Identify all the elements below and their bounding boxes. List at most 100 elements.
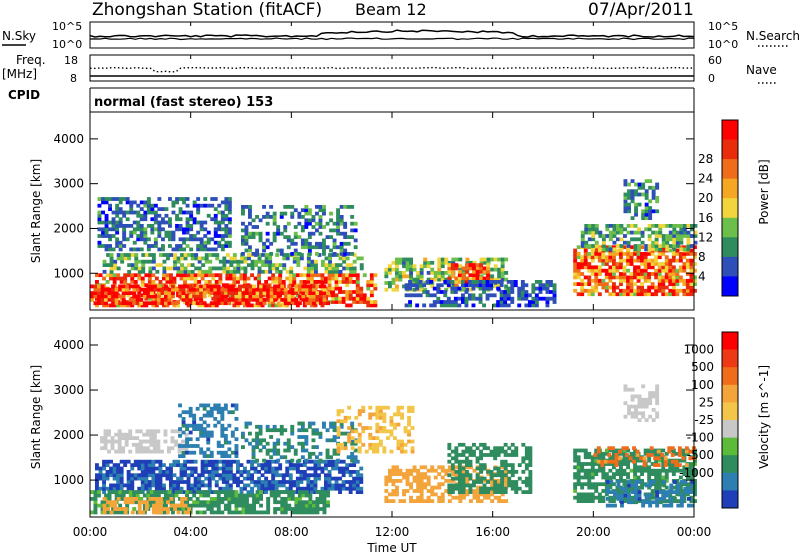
power-cell — [199, 220, 204, 225]
power-cell — [661, 262, 666, 266]
power-cell — [636, 285, 641, 290]
power-cell — [608, 224, 613, 228]
power-cell — [619, 255, 623, 260]
power-cell — [151, 266, 156, 271]
velocity-cell — [507, 483, 512, 488]
power-cell — [475, 269, 480, 274]
power-cell — [411, 283, 416, 288]
velocity-cell — [583, 451, 588, 456]
power-cell — [409, 264, 413, 269]
power-cell — [545, 296, 550, 301]
power-cell — [336, 211, 340, 216]
power-cell — [352, 300, 357, 304]
power-cell — [111, 227, 116, 232]
velocity-cell — [313, 486, 318, 491]
velocity-cell — [341, 466, 346, 471]
power-cell — [341, 290, 346, 294]
power-cell — [146, 207, 151, 211]
power-cell — [276, 294, 281, 299]
velocity-cell — [123, 483, 128, 488]
velocity-cell — [312, 510, 316, 515]
power-cell — [432, 303, 437, 308]
velocity-cell — [454, 472, 459, 476]
velocity-cell — [278, 466, 283, 471]
power-cell — [622, 265, 627, 270]
power-cell — [339, 252, 344, 256]
power-cell — [527, 293, 532, 298]
power-cell — [629, 258, 634, 263]
power-cell — [362, 296, 367, 301]
velocity-cell — [496, 473, 501, 478]
velocity-cell — [311, 445, 316, 449]
velocity-cell — [378, 426, 383, 430]
power-cell — [150, 244, 155, 248]
velocity-cell — [149, 503, 154, 508]
power-cell — [623, 227, 627, 232]
velocity-cell — [295, 483, 300, 488]
velocity-cell — [267, 483, 272, 488]
power-cell — [534, 303, 539, 308]
power-cell — [123, 256, 128, 261]
power-cell — [275, 269, 280, 274]
power-cell — [369, 300, 374, 304]
velocity-cell — [461, 490, 466, 494]
velocity-cell — [341, 486, 346, 491]
velocity-cell — [178, 490, 182, 494]
power-cell — [215, 256, 220, 261]
velocity-cell — [265, 428, 270, 433]
velocity-cell — [227, 410, 232, 415]
velocity-cell — [615, 448, 620, 453]
power-cell — [189, 247, 194, 252]
power-cell — [225, 276, 230, 281]
power-cell — [633, 275, 637, 280]
velocity-cell — [195, 406, 200, 411]
power-cell — [658, 224, 663, 228]
velocity-cell — [255, 438, 259, 443]
velocity-cell — [220, 423, 225, 428]
power-cell — [633, 272, 637, 276]
power-cell — [286, 245, 291, 250]
power-cell — [678, 245, 683, 250]
velocity-cell — [228, 463, 233, 467]
velocity-cell — [106, 507, 110, 511]
power-cell — [97, 217, 102, 222]
velocity-cell — [140, 480, 145, 484]
velocity-cell — [142, 449, 147, 454]
velocity-cell — [461, 480, 466, 484]
power-cell — [665, 224, 670, 228]
power-cell — [97, 220, 102, 225]
power-cell — [658, 244, 663, 248]
power-cell — [165, 286, 170, 291]
power-cell — [178, 237, 183, 242]
power-cell — [265, 238, 270, 243]
velocity-cell — [336, 442, 341, 447]
velocity-cell — [457, 473, 462, 478]
velocity-cell — [528, 486, 533, 491]
power-cell — [450, 263, 455, 267]
velocity-cell — [310, 466, 314, 471]
power-cell — [257, 276, 261, 281]
velocity-cell — [403, 429, 408, 434]
power-cell — [668, 292, 673, 297]
velocity-cell — [576, 448, 581, 453]
power-cell — [108, 220, 112, 225]
power-cell — [594, 224, 599, 228]
power-cell — [271, 263, 276, 267]
power-cell — [227, 227, 232, 232]
power-cell — [594, 244, 599, 248]
velocity-cell — [402, 489, 406, 493]
velocity-cell — [209, 430, 214, 435]
velocity-cell — [493, 490, 498, 494]
power-cell — [149, 301, 154, 306]
power-cell — [338, 300, 342, 304]
velocity-cell — [186, 476, 191, 481]
power-cell — [580, 282, 585, 286]
velocity-cell — [295, 466, 300, 471]
velocity-cell — [259, 510, 263, 515]
velocity-cell — [580, 465, 585, 470]
velocity-cell — [307, 421, 312, 426]
power-cell — [136, 203, 141, 208]
velocity-cell — [447, 446, 452, 451]
velocity-cell — [626, 465, 630, 470]
velocity-cell — [465, 463, 469, 467]
